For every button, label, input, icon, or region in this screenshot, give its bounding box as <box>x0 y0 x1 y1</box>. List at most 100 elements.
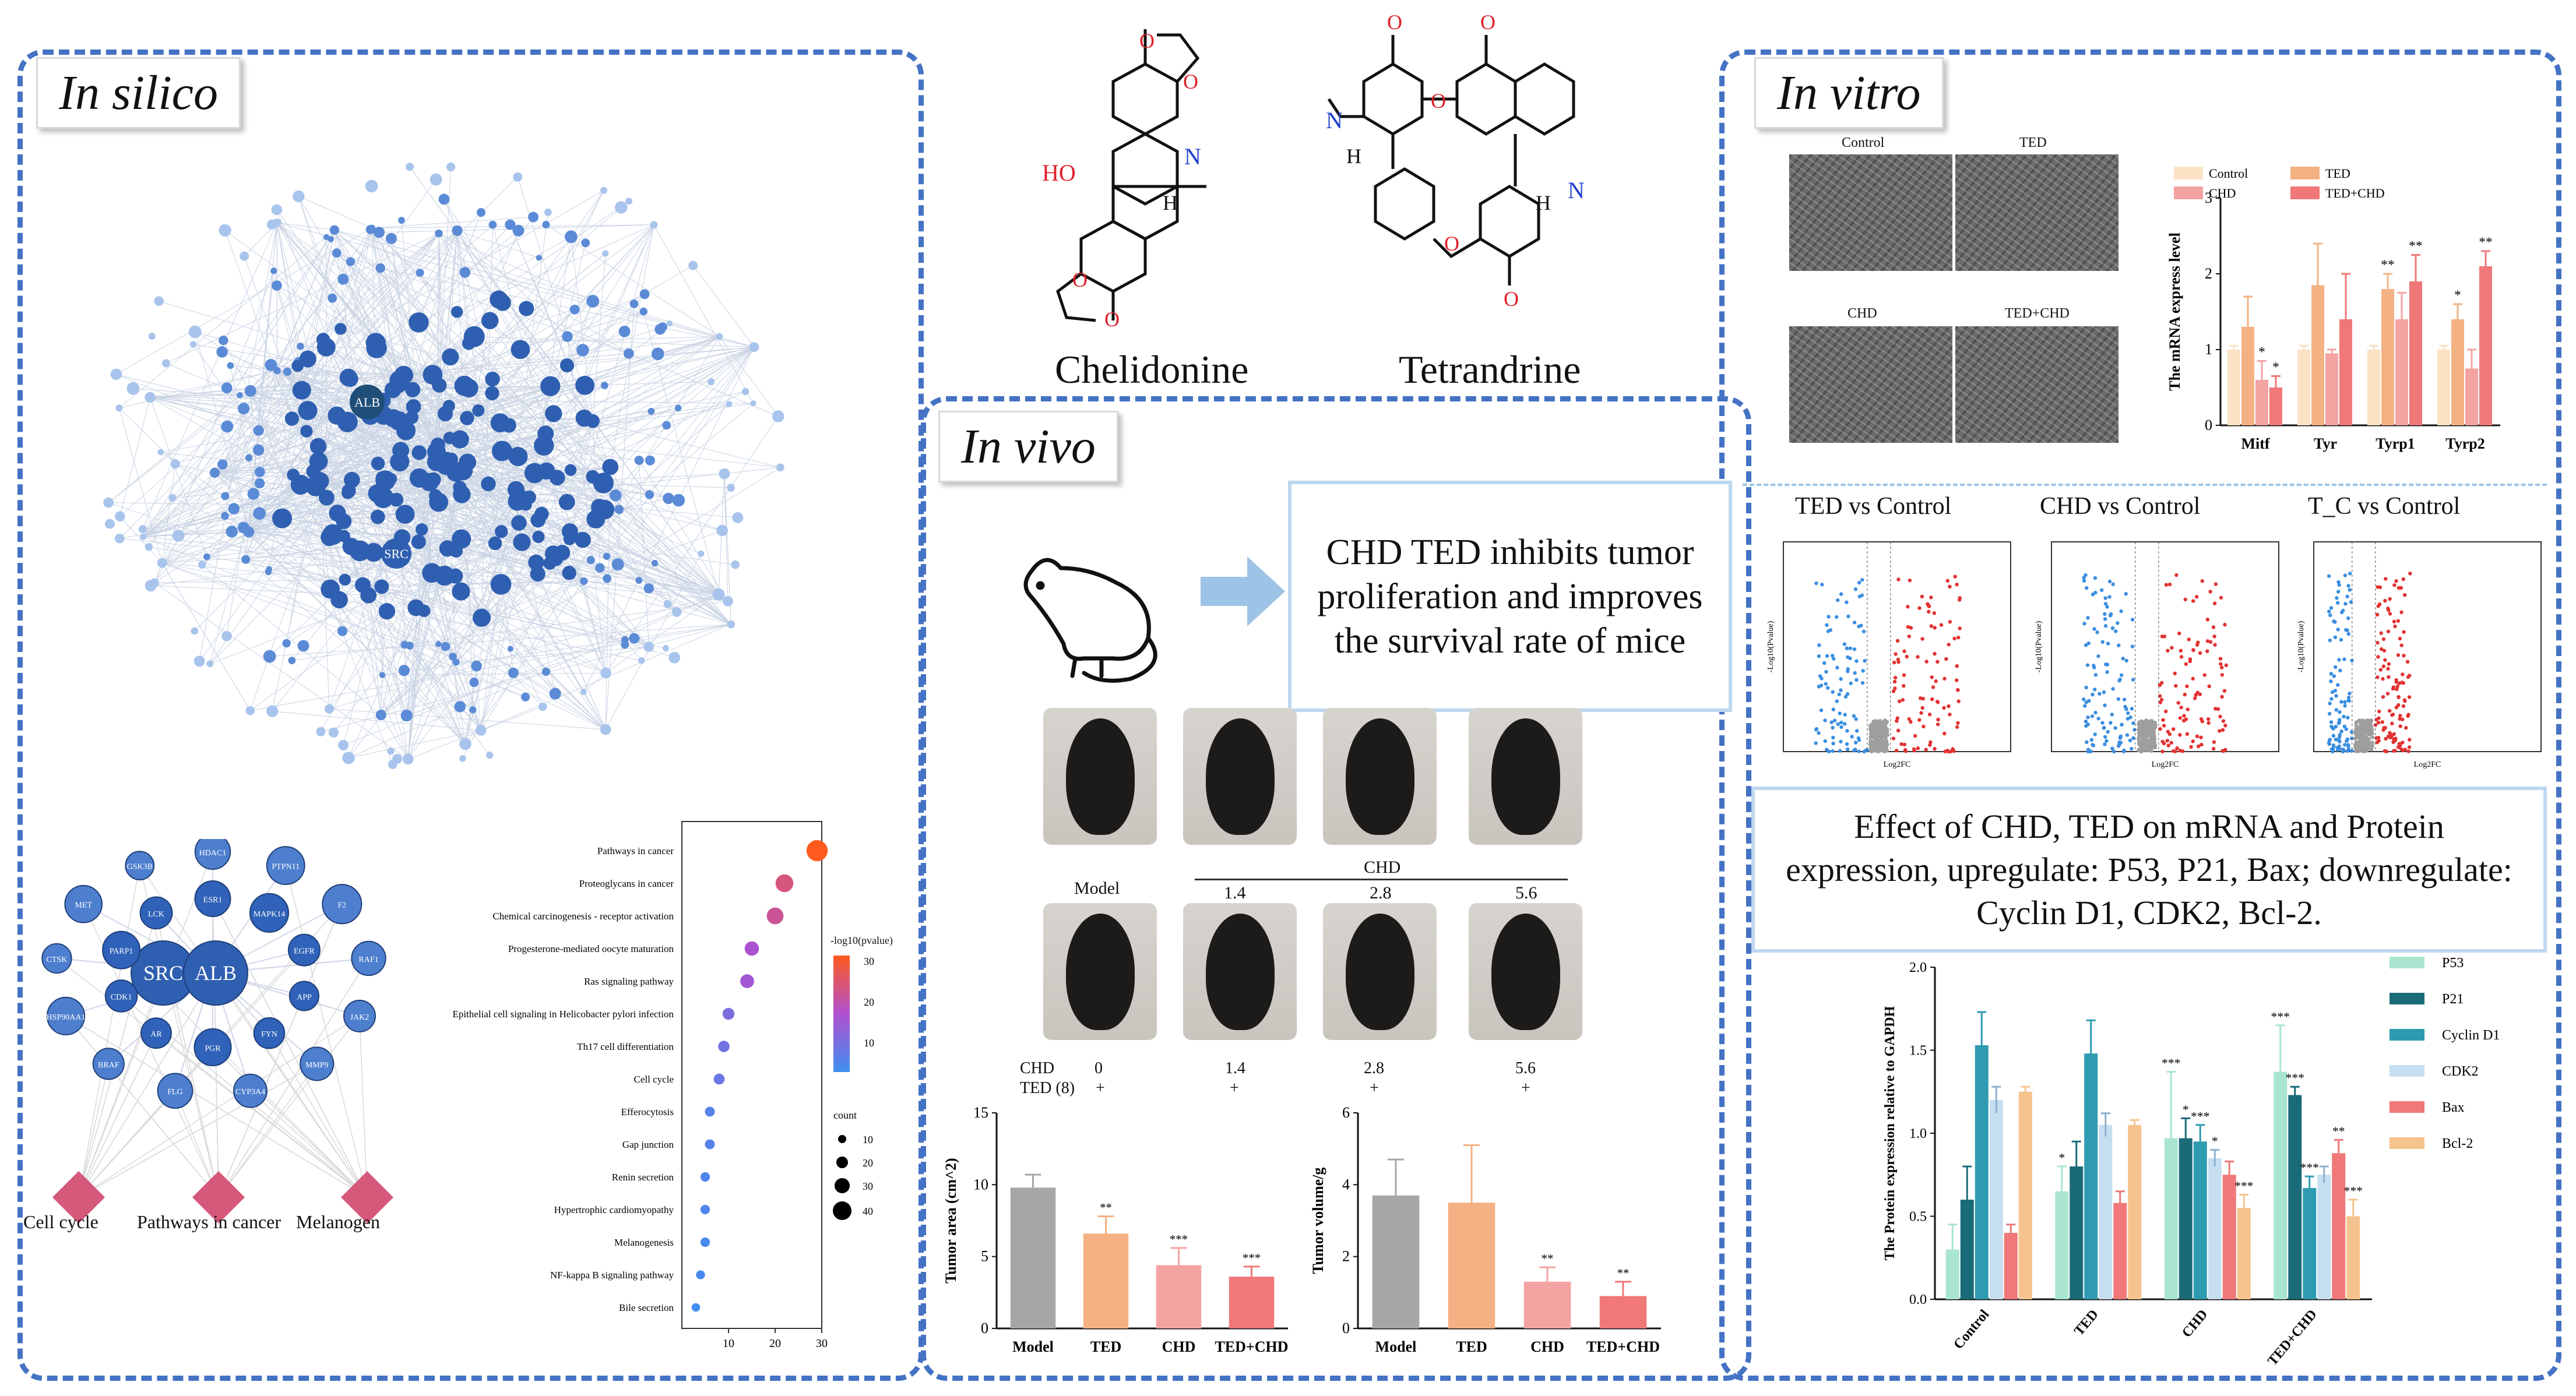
network-node <box>217 459 228 470</box>
y-tick-label: 0.0 <box>1909 1292 1927 1307</box>
volcano-point <box>2150 745 2154 749</box>
volcano-point <box>2117 643 2121 647</box>
network-node <box>290 474 311 495</box>
network-node <box>145 542 153 551</box>
volcano-point <box>2379 647 2384 651</box>
volcano-point <box>2103 617 2107 621</box>
network-node <box>674 404 682 411</box>
network-edge <box>373 552 481 731</box>
core-node-label: PTPN11 <box>272 863 300 872</box>
volcano-point <box>2191 676 2195 681</box>
in-vitro-label: In vitro <box>1754 57 1944 129</box>
volcano-point <box>1839 592 1843 596</box>
network-edge <box>150 385 399 398</box>
network-node <box>227 362 234 369</box>
volcano-point <box>2103 602 2108 606</box>
volcano-point <box>1875 720 1880 724</box>
network-node <box>485 751 494 759</box>
volcano-point <box>2213 707 2218 711</box>
y-axis-label: Tumor volume/g <box>1310 1168 1326 1274</box>
volcano-point <box>2082 579 2086 583</box>
volcano-point <box>1822 661 1827 665</box>
core-node-label: ESR1 <box>203 896 223 905</box>
network-edge <box>403 336 720 376</box>
volcano-point <box>2200 579 2205 583</box>
volcano-point <box>2184 717 2188 721</box>
volcano-point <box>1919 711 1923 715</box>
pathway-edge <box>78 865 140 1198</box>
volcano-point <box>1869 722 1874 727</box>
network-edge <box>508 425 731 625</box>
volcano-point <box>1839 677 1843 681</box>
volcano-point <box>1939 623 1944 627</box>
volcano-point <box>2387 608 2391 612</box>
volcano-point <box>2362 733 2366 738</box>
network-edge <box>339 600 409 760</box>
network-node <box>453 480 467 495</box>
volcano-point <box>2364 747 2369 751</box>
significance-mark: ** <box>2409 239 2422 254</box>
bar <box>2255 380 2268 425</box>
network-edge <box>224 252 337 496</box>
network-node <box>717 588 724 596</box>
network-node <box>668 651 681 664</box>
volcano-point <box>2086 641 2091 646</box>
network-node <box>328 727 339 738</box>
volcano-point <box>1956 636 1961 640</box>
volcano-point <box>2370 735 2374 739</box>
volcano-point <box>1837 692 1842 696</box>
volcano-point <box>2398 714 2402 718</box>
core-node-label: LCK <box>148 910 164 919</box>
bar <box>2004 1233 2018 1299</box>
volcano-point <box>2178 716 2183 720</box>
volcano-point <box>1831 741 1835 746</box>
kegg-size-legend-30 <box>835 1178 850 1193</box>
volcano-point <box>2383 598 2387 603</box>
scale-bar <box>2084 456 2107 459</box>
network-edge <box>276 222 460 488</box>
volcano-point <box>2196 744 2201 749</box>
network-node <box>601 382 608 390</box>
volcano-point <box>2223 622 2227 627</box>
network-edge <box>214 472 405 645</box>
volcano-point <box>2105 605 2109 609</box>
network-node <box>439 540 456 557</box>
volcano-point <box>2199 717 2204 721</box>
volcano-point <box>2172 727 2176 731</box>
volcano-point <box>2223 724 2227 728</box>
network-node <box>298 401 318 421</box>
vivo-arrow-icon <box>1201 556 1285 626</box>
volcano-point <box>2221 749 2226 753</box>
volcano-point <box>1873 739 1877 743</box>
pathway-edge <box>269 1032 368 1198</box>
y-tick-label: 2.0 <box>1909 960 1927 975</box>
network-edge <box>269 624 731 657</box>
volcano-point <box>2346 696 2351 700</box>
micrograph-chd <box>1789 326 1952 443</box>
kegg-bubble <box>740 974 754 988</box>
volcano-point <box>2218 657 2223 661</box>
network-edge <box>142 417 412 530</box>
volcano-point <box>1871 735 1876 739</box>
volcano-point <box>2212 740 2216 744</box>
network-node <box>115 511 125 522</box>
volcano-point <box>2331 734 2336 738</box>
kegg-bubble <box>713 1073 725 1085</box>
volcano-point <box>2334 737 2338 742</box>
volcano-point <box>1835 699 1839 703</box>
legend-swatch <box>2390 1065 2424 1077</box>
volcano-point <box>1857 580 1861 585</box>
network-node <box>662 421 671 430</box>
network-node <box>115 404 123 412</box>
network-edge <box>382 624 731 676</box>
network-node <box>491 440 512 461</box>
volcano-point <box>1909 626 1913 630</box>
network-edge <box>459 487 518 502</box>
h-label-ted-1: H <box>1346 144 1361 168</box>
network-node <box>328 236 335 242</box>
network-edge <box>270 365 556 694</box>
volcano-point <box>1912 749 1917 753</box>
network-node <box>614 505 624 514</box>
o-label-ted-4: O <box>1444 232 1459 255</box>
